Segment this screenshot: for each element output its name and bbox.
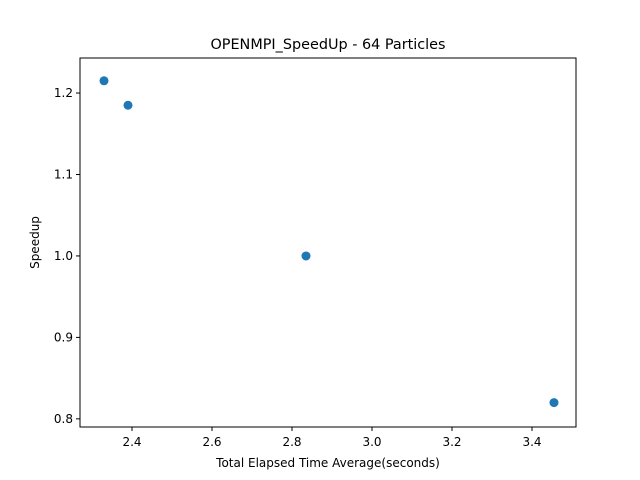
x-tick-label: 2.6	[202, 435, 221, 449]
y-axis-ticks: 0.8 0.9 1.0 1.1 1.2	[54, 86, 80, 426]
y-tick-label: 0.9	[54, 330, 73, 344]
x-axis-label: Total Elapsed Time Average(seconds)	[215, 456, 440, 470]
axes-frame	[79, 57, 577, 428]
x-tick-label: 3.0	[362, 435, 381, 449]
y-tick-label: 1.1	[54, 167, 73, 181]
plot-area: 2.4 2.6 2.8 3.0 3.2 3.4 0.8 0.9 1.0 1.1 1.2	[54, 57, 577, 449]
x-tick-label: 2.8	[282, 435, 301, 449]
data-point	[99, 76, 109, 86]
y-tick-label: 0.8	[54, 412, 73, 426]
y-tick-label: 1.0	[54, 249, 73, 263]
data-point	[123, 100, 133, 110]
y-axis-label: Speedup	[28, 216, 42, 269]
y-tick-label: 1.2	[54, 86, 73, 100]
x-tick-label: 3.4	[522, 435, 541, 449]
x-axis-ticks: 2.4 2.6 2.8 3.0 3.2 3.4	[122, 427, 542, 449]
x-tick-label: 3.2	[442, 435, 461, 449]
x-tick-label: 2.4	[122, 435, 141, 449]
data-point	[301, 251, 311, 261]
data-point	[549, 398, 559, 408]
chart-title: OPENMPI_SpeedUp - 64 Particles	[210, 37, 445, 53]
data-points	[99, 76, 559, 408]
